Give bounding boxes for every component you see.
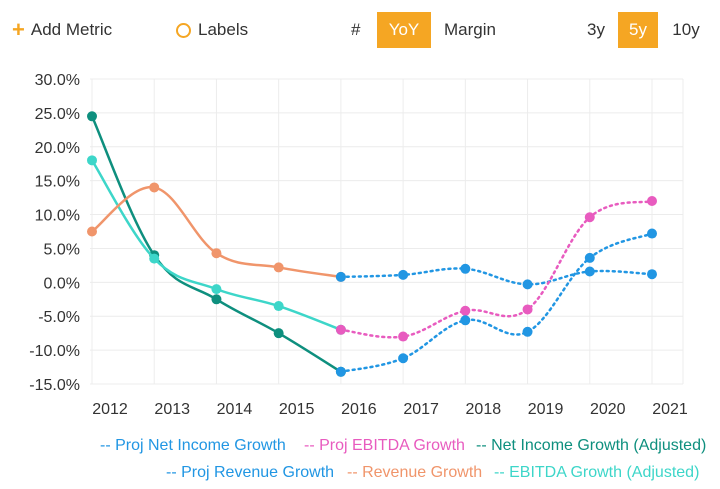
data-point-proj-net-income-growth: [522, 326, 533, 337]
data-point-revenue-growth: [211, 248, 222, 259]
x-tick-label: 2014: [217, 401, 253, 418]
labels-toggle-label: Labels: [198, 20, 249, 39]
yoy-button[interactable]: YoY: [377, 12, 431, 48]
data-point-proj-ebitda-growth: [522, 304, 533, 315]
y-tick-label: -15.0%: [29, 377, 80, 394]
legend-item-proj-revenue[interactable]: -- Proj Revenue Growth: [166, 464, 335, 481]
x-tick-label: 2015: [279, 401, 315, 418]
legend-item-revenue[interactable]: -- Revenue Growth: [347, 464, 483, 481]
x-tick-label: 2017: [403, 401, 439, 418]
data-point-ebitda-growth-adjusted: [273, 301, 284, 312]
data-point-proj-net-income-growth: [460, 315, 471, 326]
x-tick-label: 2016: [341, 401, 377, 418]
data-point-net-income-growth-adjusted: [211, 294, 222, 305]
data-point-proj-revenue-growth: [584, 266, 595, 277]
data-point-proj-ebitda-growth: [460, 305, 471, 316]
data-point-revenue-growth: [149, 182, 160, 193]
data-point-proj-net-income-growth: [584, 252, 595, 263]
x-tick-label: 2020: [590, 401, 626, 418]
x-tick-label: 2019: [528, 401, 564, 418]
series-line-proj-net-income-growth: [339, 232, 654, 374]
y-tick-label: 5.0%: [44, 241, 80, 258]
x-tick-label: 2013: [154, 401, 190, 418]
y-tick-label: 30.0%: [35, 72, 80, 89]
series-line-proj-ebitda-growth: [339, 199, 654, 339]
growth-line-chart: 30.0% 25.0% 20.0% 15.0% 10.0% 5.0% 0.0% -5.0% -1…: [29, 72, 688, 418]
data-point-ebitda-growth-adjusted: [149, 253, 160, 264]
data-point-revenue-growth: [87, 226, 97, 237]
legend-item-net-income-adjusted[interactable]: -- Net Income Growth (Adjusted): [476, 437, 707, 454]
legend-item-ebitda-adjusted[interactable]: -- EBITDA Growth (Adjusted): [494, 464, 700, 481]
data-point-proj-ebitda-growth: [398, 331, 409, 342]
data-point-proj-revenue-growth: [398, 269, 409, 280]
x-tick-label: 2021: [652, 401, 688, 418]
data-point-proj-ebitda-growth: [647, 196, 657, 206]
data-point-ebitda-growth-adjusted: [211, 284, 222, 295]
range-5y-button[interactable]: 5y: [618, 12, 658, 48]
chart-toolbar: + Add Metric Labels # YoY Margin 3y 5y 1…: [0, 0, 720, 60]
y-tick-label: 20.0%: [35, 140, 80, 157]
data-point-net-income-growth-adjusted: [273, 328, 284, 339]
add-metric-label: Add Metric: [30, 20, 113, 39]
data-point-proj-net-income-growth: [398, 353, 409, 364]
y-tick-label: 10.0%: [35, 208, 80, 225]
data-point-net-income-growth-adjusted: [87, 111, 97, 122]
labels-toggle[interactable]: Labels: [176, 12, 248, 48]
data-point-revenue-growth: [273, 262, 284, 273]
margin-button[interactable]: Margin: [444, 20, 496, 39]
data-point-proj-revenue-growth: [522, 279, 533, 290]
series-line-net-income-growth-adjusted: [90, 115, 343, 374]
absolute-values-button[interactable]: #: [351, 20, 361, 39]
y-tick-label: 25.0%: [35, 106, 80, 123]
data-point-proj-revenue-growth: [335, 271, 346, 282]
data-point-proj-revenue-growth: [647, 269, 657, 280]
data-point-proj-ebitda-growth: [584, 212, 595, 223]
data-point-proj-revenue-growth: [460, 263, 471, 274]
chart-legend: -- Proj Net Income Growth -- Proj EBITDA…: [0, 432, 720, 489]
y-tick-label: 15.0%: [35, 174, 80, 191]
y-tick-label: -5.0%: [38, 309, 80, 326]
legend-item-proj-ebitda[interactable]: -- Proj EBITDA Growth: [304, 437, 465, 454]
data-point-proj-ebitda-growth: [335, 324, 346, 335]
data-point-ebitda-growth-adjusted: [87, 155, 97, 166]
data-point-proj-net-income-growth: [647, 228, 657, 239]
plus-icon: +: [12, 17, 25, 42]
legend-item-proj-net-income[interactable]: -- Proj Net Income Growth: [100, 437, 286, 454]
x-tick-label: 2012: [92, 401, 128, 418]
range-3y-button[interactable]: 3y: [587, 20, 605, 39]
y-tick-label: 0.0%: [44, 275, 80, 292]
y-tick-label: -10.0%: [29, 343, 80, 360]
x-tick-label: 2018: [466, 401, 502, 418]
range-10y-button[interactable]: 10y: [672, 20, 700, 39]
radio-circle-icon: [176, 22, 191, 38]
add-metric-button[interactable]: + Add Metric: [12, 12, 112, 48]
data-point-proj-net-income-growth: [335, 366, 346, 377]
